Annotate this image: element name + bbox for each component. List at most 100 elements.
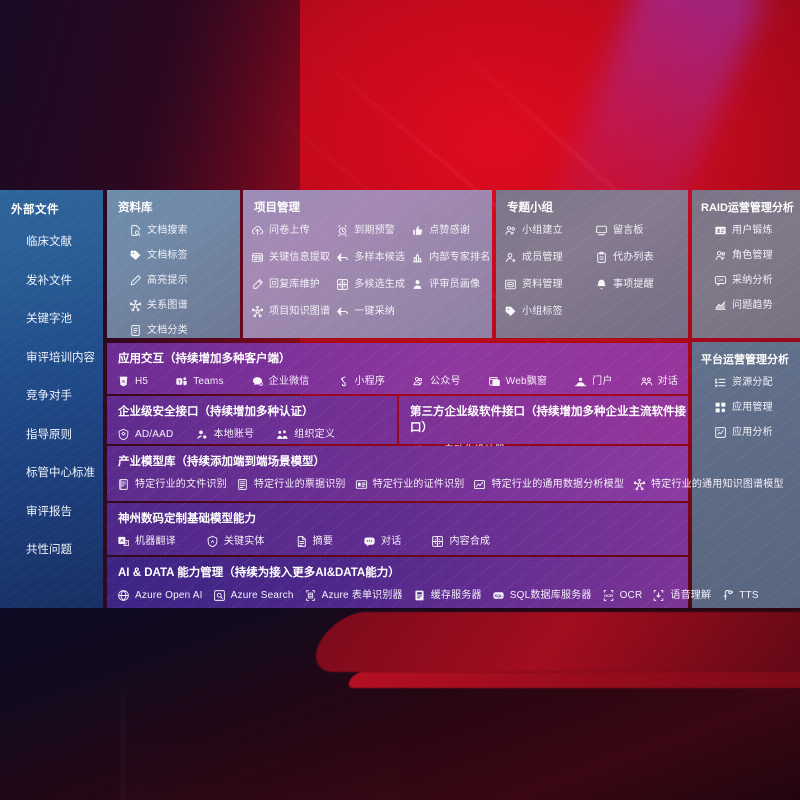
feature-xiangmuguanli-10[interactable]: 项目知识图谱: [251, 305, 330, 318]
feature-xiangmuguanli-6[interactable]: 内部专家排名: [411, 251, 490, 264]
capability-industry-2[interactable]: 特定行业的票据识别: [236, 478, 346, 491]
capability-interaction-8[interactable]: 对话: [640, 375, 678, 388]
row-thirdparty-interface: 第三方企业级软件接口（持续增加多种企业主流软件接口） API自动化设计器: [399, 396, 688, 455]
feature-xiangmuguanli-3[interactable]: 点赞感谢: [411, 224, 490, 237]
capability-label: 特定行业的证件识别: [372, 478, 465, 490]
feature-grid-platform: 资源分配应用管理应用分析: [692, 376, 800, 439]
capability-security-2[interactable]: 本地账号: [195, 428, 254, 441]
feature-zhuantixiaozu-1[interactable]: 小组建立: [504, 224, 589, 237]
feature-zhuantixiaozu-7[interactable]: 小组标签: [504, 305, 589, 318]
feature-pingtai-2[interactable]: 应用管理: [714, 401, 792, 414]
capability-interaction-1[interactable]: 5 H5: [117, 375, 148, 388]
feature-raid-2[interactable]: 角色管理: [714, 249, 792, 262]
chat-bubble-icon: [363, 535, 376, 548]
row-items-security: AD/AAD 本地账号 组织定义: [107, 428, 397, 441]
sidebar-item-4[interactable]: 审评培训内容: [26, 351, 103, 365]
capability-aidata-6[interactable]: OCR OCR: [602, 589, 643, 602]
background-swoosh-small: [345, 672, 800, 688]
capability-aidata-2[interactable]: Azure Search: [213, 589, 294, 602]
sidebar-item-8[interactable]: 审评报告: [26, 506, 103, 519]
feature-pingtai-3[interactable]: 应用分析: [714, 426, 792, 439]
sidebar-item-label: 审评培训内容: [26, 351, 95, 364]
feature-label: 资料管理: [522, 278, 563, 290]
capability-basemodel-1[interactable]: A 机器翻译: [117, 535, 176, 548]
sidebar-item-9[interactable]: 共性问题: [26, 544, 103, 557]
capability-industry-5[interactable]: 特定行业的通用知识图谱模型: [633, 478, 784, 491]
feature-zhuantixiaozu-2[interactable]: 留言板: [595, 224, 680, 237]
capability-aidata-1[interactable]: Azure Open AI: [117, 589, 203, 602]
sidebar-item-7[interactable]: 标管中心标准: [26, 467, 103, 480]
feature-zhuantixiaozu-3[interactable]: 成员管理: [504, 251, 589, 264]
capability-basemodel-3[interactable]: 摘要: [295, 535, 333, 548]
capability-aidata-4[interactable]: 缓存服务器: [413, 589, 482, 602]
capability-aidata-3[interactable]: Azure 表单识别器: [304, 589, 403, 602]
feature-xiangmuguanli-1[interactable]: 问卷上传: [251, 224, 330, 237]
feature-ziliaoku-3[interactable]: 高亮提示: [129, 274, 232, 287]
feature-xiangmuguanli-8[interactable]: 多候选生成: [336, 278, 405, 291]
feature-xiangmuguanli-11[interactable]: 一键采纳: [336, 305, 405, 318]
capability-aidata-8[interactable]: TTS: [721, 589, 759, 602]
capability-interaction-6[interactable]: Web飘窗: [488, 375, 547, 388]
capability-industry-1[interactable]: 特定行业的文件识别: [117, 478, 227, 491]
capability-label: SQL数据库服务器: [509, 589, 592, 601]
feature-xiangmuguanli-4[interactable]: 关键信息提取: [251, 251, 330, 264]
feature-zhuantixiaozu-4[interactable]: 代办列表: [595, 251, 680, 264]
capability-label: 特定行业的文件识别: [135, 478, 227, 490]
capability-aidata-7[interactable]: 语音理解: [652, 589, 711, 602]
capability-basemodel-4[interactable]: 对话: [363, 535, 401, 548]
feature-raid-3[interactable]: QA 采纳分析: [714, 274, 792, 287]
capability-interaction-3[interactable]: 企业微信: [251, 375, 310, 388]
capability-label: OCR: [619, 589, 643, 601]
portal-icon: [574, 375, 587, 388]
row-title-aidata: AI & DATA 能力管理（持续为接入更多AI&DATA能力）: [118, 567, 400, 579]
feature-xiangmuguanli-5[interactable]: 多样本候选: [336, 251, 405, 264]
people-icon: [714, 249, 727, 262]
capability-label: 内容合成: [449, 535, 491, 547]
feature-ziliaoku-2[interactable]: 文档标签: [129, 249, 232, 262]
feature-label: 代办列表: [613, 251, 654, 263]
capability-industry-4[interactable]: 特定行业的通用数据分析模型: [473, 478, 624, 491]
sidebar-item-5[interactable]: 竞争对手: [26, 390, 103, 403]
capability-aidata-5[interactable]: SQL SQL数据库服务器: [492, 589, 592, 602]
feature-label: 事项提醒: [613, 278, 654, 290]
capability-interaction-4[interactable]: 小程序: [337, 375, 386, 388]
capability-interaction-2[interactable]: T Teams: [175, 375, 223, 388]
feature-ziliaoku-5[interactable]: 文档分类: [129, 324, 232, 337]
graph-network-icon: [251, 305, 264, 318]
sidebar-item-6[interactable]: 指导原则: [26, 429, 103, 442]
sidebar-item-3[interactable]: 关键字池: [26, 313, 103, 326]
feature-ziliaoku-1[interactable]: 文档搜索: [129, 224, 232, 237]
capability-security-1[interactable]: AD/AAD: [117, 428, 173, 441]
feature-raid-1[interactable]: 用户锻炼: [714, 224, 792, 237]
sidebar-item-2[interactable]: 发补文件: [26, 275, 103, 288]
receipt-recognize-icon: [236, 478, 249, 491]
feature-label: 多候选生成: [354, 278, 406, 290]
feature-xiangmuguanli-9[interactable]: 评审员画像: [411, 278, 490, 291]
capability-industry-3[interactable]: 特定行业的证件识别: [355, 478, 465, 491]
user-card-icon: [714, 224, 727, 237]
svg-text:A: A: [120, 538, 124, 544]
capability-basemodel-2[interactable]: A 关键实体: [206, 535, 265, 548]
capability-basemodel-5[interactable]: 内容合成: [431, 535, 490, 548]
sidebar-item-1[interactable]: 临床文献: [26, 236, 103, 249]
feature-xiangmuguanli-7[interactable]: 回复库维护: [251, 278, 330, 291]
openai-icon: [117, 589, 130, 602]
entity-icon: A: [206, 535, 219, 548]
feature-xiangmuguanli-2[interactable]: 到期预警: [336, 224, 405, 237]
capability-label: 门户: [592, 375, 613, 387]
tag-icon: [504, 305, 517, 318]
feature-label: 成员管理: [522, 251, 563, 263]
capability-label: 机器翻译: [135, 535, 176, 547]
capability-interaction-7[interactable]: 门户: [574, 375, 612, 388]
feature-ziliaoku-4[interactable]: 关系图谱: [129, 299, 232, 312]
feature-raid-4[interactable]: 问题趋势: [714, 299, 792, 312]
sidebar-item-label: 关键字池: [26, 313, 72, 325]
feature-pingtai-1[interactable]: 资源分配: [714, 376, 792, 389]
feature-zhuantixiaozu-6[interactable]: 事项提醒: [595, 278, 680, 291]
feature-label: 采纳分析: [732, 274, 773, 286]
capability-interaction-5[interactable]: 公众号: [412, 375, 461, 388]
feature-zhuantixiaozu-5[interactable]: 资料管理: [504, 278, 589, 291]
capability-security-3[interactable]: 组织定义: [276, 428, 335, 441]
feature-label: 多样本候选: [354, 251, 406, 263]
sidebar-item-label: 共性问题: [26, 544, 72, 556]
